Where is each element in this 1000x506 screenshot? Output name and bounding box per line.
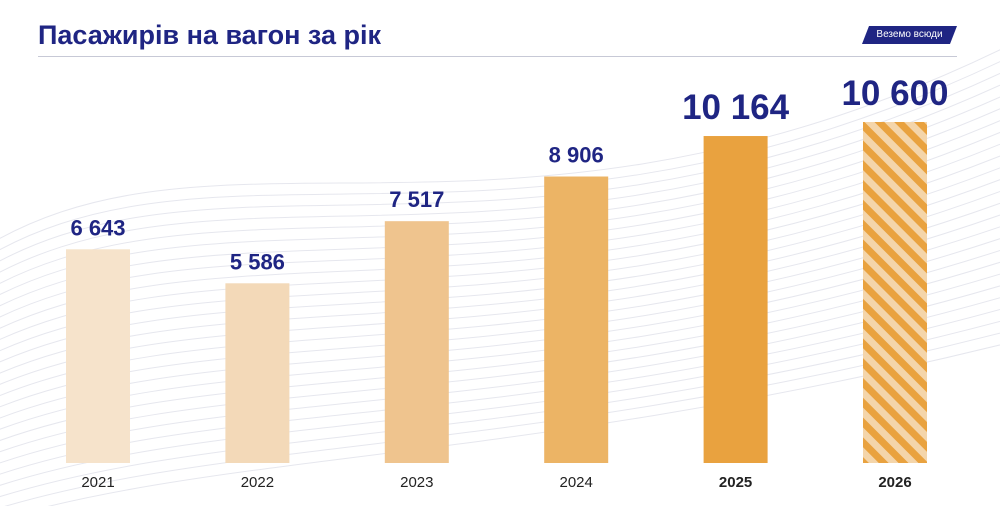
brand-tag-label: Веземо всюди [876,29,943,40]
value-label-2022: 5 586 [230,249,285,274]
bar-2021 [66,249,130,463]
category-label-2024: 2024 [560,474,593,491]
brand-tag: Веземо всюди [862,26,957,44]
value-label-2026: 10 600 [841,74,948,113]
wave-line [0,60,1000,251]
category-label-2025: 2025 [719,474,752,491]
bar-2022 [225,283,290,463]
category-label-2021: 2021 [81,474,114,491]
value-label-2021: 6 643 [70,215,125,240]
wave-line [0,49,1000,239]
page-title: Пасажирів на вагон за рік [38,20,381,50]
value-label-2024: 8 906 [549,142,604,167]
category-label-2026: 2026 [878,474,911,491]
header-divider [38,56,957,57]
bar-2026 [863,122,927,463]
category-label-2023: 2023 [400,474,433,491]
bar-2025 [703,136,768,463]
brand-tag-background [862,26,957,44]
bar-2024 [544,176,609,463]
wave-line [0,84,1000,273]
value-label-2025: 10 164 [682,88,790,127]
bar-2023 [384,221,449,463]
wave-line [0,72,1000,262]
category-label-2022: 2022 [241,474,274,491]
value-label-2023: 7 517 [389,187,444,212]
